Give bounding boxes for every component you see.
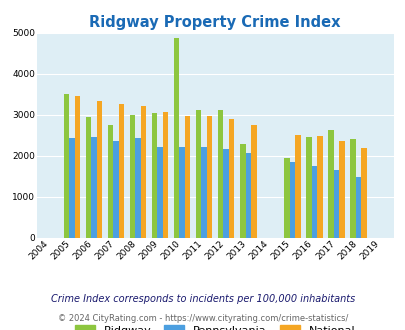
Bar — [294, 135, 300, 238]
Bar — [207, 116, 212, 238]
Legend: Ridgway, Pennsylvania, National: Ridgway, Pennsylvania, National — [70, 321, 359, 330]
Bar — [228, 119, 234, 238]
Bar — [201, 147, 207, 238]
Bar — [96, 101, 102, 238]
Bar — [250, 125, 256, 238]
Bar — [289, 162, 294, 238]
Bar — [333, 171, 339, 238]
Bar — [245, 153, 250, 238]
Bar — [130, 115, 135, 238]
Bar — [141, 106, 146, 238]
Bar — [179, 147, 184, 238]
Bar — [107, 125, 113, 238]
Bar — [360, 148, 366, 238]
Text: © 2024 CityRating.com - https://www.cityrating.com/crime-statistics/: © 2024 CityRating.com - https://www.city… — [58, 314, 347, 323]
Bar — [355, 177, 360, 238]
Bar — [223, 149, 228, 238]
Bar — [327, 130, 333, 238]
Bar — [113, 141, 118, 238]
Bar — [173, 38, 179, 238]
Title: Ridgway Property Crime Index: Ridgway Property Crime Index — [89, 16, 340, 30]
Bar — [339, 141, 344, 238]
Bar — [135, 138, 141, 238]
Bar — [69, 138, 75, 238]
Bar — [350, 139, 355, 238]
Bar — [316, 136, 322, 238]
Bar — [85, 117, 91, 238]
Bar — [284, 158, 289, 238]
Bar — [75, 96, 80, 238]
Bar — [184, 116, 190, 238]
Bar — [195, 110, 201, 238]
Bar — [151, 113, 157, 238]
Bar — [217, 110, 223, 238]
Text: Crime Index corresponds to incidents per 100,000 inhabitants: Crime Index corresponds to incidents per… — [51, 294, 354, 304]
Bar — [91, 137, 96, 238]
Bar — [118, 104, 124, 238]
Bar — [239, 144, 245, 238]
Bar — [311, 166, 316, 238]
Bar — [64, 94, 69, 238]
Bar — [305, 137, 311, 238]
Bar — [162, 113, 168, 238]
Bar — [157, 147, 162, 238]
